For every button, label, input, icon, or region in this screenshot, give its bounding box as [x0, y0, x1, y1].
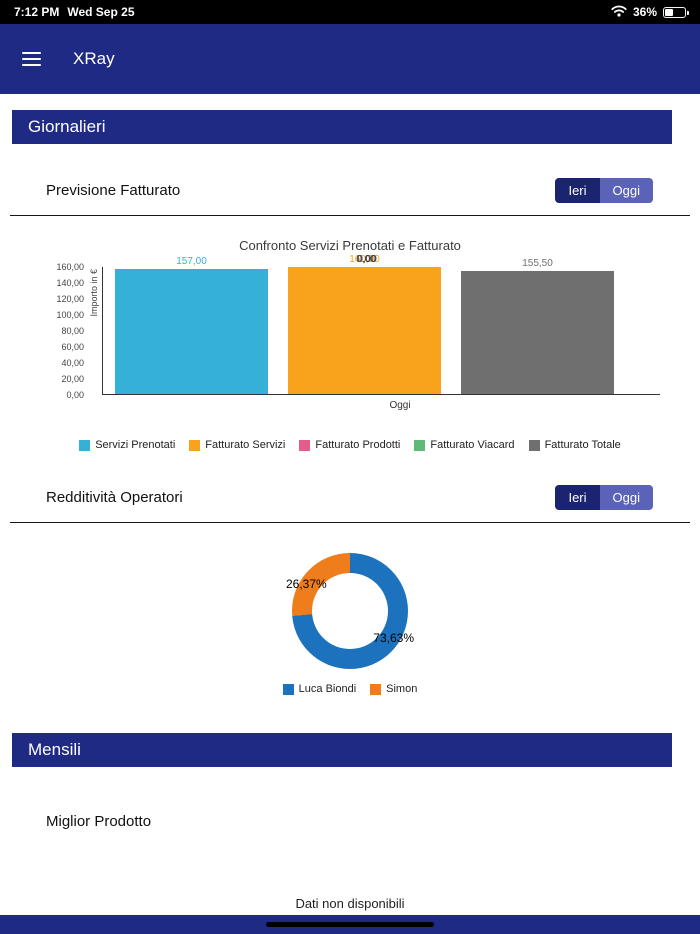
redditivita-section-header: Redditività Operatori Ieri Oggi: [46, 485, 653, 510]
bottom-bar: [0, 915, 700, 934]
y-tick-label: 140,00: [56, 278, 84, 288]
bar-slot-fatturato-servizi: 160,00 0,00 0,00: [278, 254, 451, 394]
legend-item-fatturato-totale[interactable]: Fatturato Totale: [528, 439, 621, 451]
status-bar: 7:12 PM Wed Sep 25 36%: [0, 0, 700, 24]
legend-label: Fatturato Totale: [544, 439, 621, 451]
legend-item-luca-biondi[interactable]: Luca Biondi: [282, 683, 357, 695]
bar-slot-fatturato-totale: 155,50: [451, 258, 624, 394]
legend-item-fatturato-servizi[interactable]: Fatturato Servizi: [189, 439, 285, 451]
menu-icon[interactable]: [18, 48, 45, 70]
legend-swatch: [189, 439, 201, 451]
mensili-title: Mensili: [28, 740, 81, 759]
y-tick-label: 100,00: [56, 310, 84, 320]
legend-label: Luca Biondi: [298, 683, 357, 695]
previsione-toggle-ieri[interactable]: Ieri: [555, 178, 600, 203]
legend-item-fatturato-viacard[interactable]: Fatturato Viacard: [414, 439, 515, 451]
legend-swatch: [282, 683, 294, 695]
battery-fill: [665, 8, 673, 16]
redditivita-toggle-ieri[interactable]: Ieri: [555, 485, 600, 510]
legend-swatch: [414, 439, 426, 451]
donut-label-luca-biondi: 73,63%: [373, 631, 414, 645]
bar-chart-legend: Servizi Prenotati Fatturato Servizi Fattur…: [0, 439, 700, 451]
redditivita-title: Redditività Operatori: [46, 489, 183, 506]
zero-value-label: 0,00: [356, 254, 376, 265]
y-tick-label: 20,00: [61, 374, 84, 384]
y-tick-label: 120,00: [56, 294, 84, 304]
legend-label: Fatturato Viacard: [430, 439, 515, 451]
no-data-message: Dati non disponibili: [295, 896, 405, 911]
y-tick-label: 40,00: [61, 358, 84, 368]
bar-chart-body: 160,00 140,00 120,00 100,00 80,00 60,00 40,00 2…: [36, 254, 660, 400]
plot-area: 157,00 160,00 0,00 0,00 155,50: [102, 254, 660, 395]
legend-label: Fatturato Servizi: [205, 439, 286, 451]
bar-value-label: 160,00: [349, 254, 380, 265]
previsione-title: Previsione Fatturato: [46, 182, 181, 199]
legend-item-simon[interactable]: Simon: [370, 683, 417, 695]
app-title: XRay: [73, 49, 115, 68]
legend-swatch: [299, 439, 311, 451]
section-banner-giornalieri: Giornalieri: [12, 110, 672, 144]
y-tick-label: 0,00: [66, 390, 84, 400]
x-axis-label: Oggi: [389, 400, 411, 411]
legend-swatch: [370, 683, 382, 695]
battery-icon: [663, 6, 689, 18]
divider: [10, 215, 690, 216]
miglior-prodotto-title: Miglior Prodotto: [46, 813, 152, 830]
status-left: 7:12 PM Wed Sep 25: [14, 5, 143, 19]
legend-label: Fatturato Prodotti: [315, 439, 401, 451]
status-time: 7:12 PM: [14, 5, 60, 19]
wifi-icon: [611, 5, 627, 20]
status-right: 36%: [611, 5, 689, 20]
divider: [10, 522, 690, 523]
donut-label-simon: 26,37%: [286, 577, 327, 591]
y-axis-label: Importo in €: [89, 269, 99, 317]
donut-chart: 26,37% 73,63%: [286, 553, 414, 669]
battery-percent: 36%: [632, 5, 657, 19]
redditivita-toggle: Ieri Oggi: [555, 485, 653, 510]
previsione-section-header: Previsione Fatturato Ieri Oggi: [46, 178, 653, 203]
legend-item-servizi-prenotati[interactable]: Servizi Prenotati: [79, 439, 175, 451]
y-tick-label: 160,00: [56, 262, 84, 272]
legend-label: Simon: [386, 683, 418, 695]
bar-value-label: 157,00: [176, 256, 207, 268]
home-indicator[interactable]: [266, 922, 434, 927]
previsione-toggle: Ieri Oggi: [555, 178, 653, 203]
giornalieri-title: Giornalieri: [28, 117, 106, 136]
donut-chart-legend: Luca Biondi Simon: [0, 683, 700, 695]
bar: [288, 267, 441, 394]
y-axis-label-column: Importo in €: [86, 267, 102, 395]
bar: [115, 269, 268, 394]
legend-swatch: [528, 439, 540, 451]
y-tick-label: 60,00: [61, 342, 84, 352]
previsione-toggle-oggi[interactable]: Oggi: [599, 178, 653, 203]
navbar: XRay: [0, 24, 700, 94]
battery-nub: [687, 10, 689, 15]
y-axis: 160,00 140,00 120,00 100,00 80,00 60,00 40,00 2…: [36, 262, 86, 400]
section-banner-mensili: Mensili: [12, 733, 672, 767]
legend-item-fatturato-prodotti[interactable]: Fatturato Prodotti: [299, 439, 400, 451]
status-date: Wed Sep 25: [67, 5, 135, 19]
bar-value-label: 155,50: [522, 257, 553, 269]
y-tick-label: 80,00: [61, 326, 84, 336]
bar: [461, 270, 614, 394]
zero-value-label: 0,00: [357, 254, 377, 265]
bar-slot-servizi-prenotati: 157,00: [105, 256, 278, 394]
donut-hole: [312, 573, 388, 649]
legend-swatch: [79, 439, 91, 451]
bar-chart: Confronto Servizi Prenotati e Fatturato …: [0, 238, 700, 451]
redditivita-toggle-oggi[interactable]: Oggi: [599, 485, 653, 510]
legend-label: Servizi Prenotati: [95, 439, 176, 451]
bar-chart-title: Confronto Servizi Prenotati e Fatturato: [239, 238, 461, 253]
